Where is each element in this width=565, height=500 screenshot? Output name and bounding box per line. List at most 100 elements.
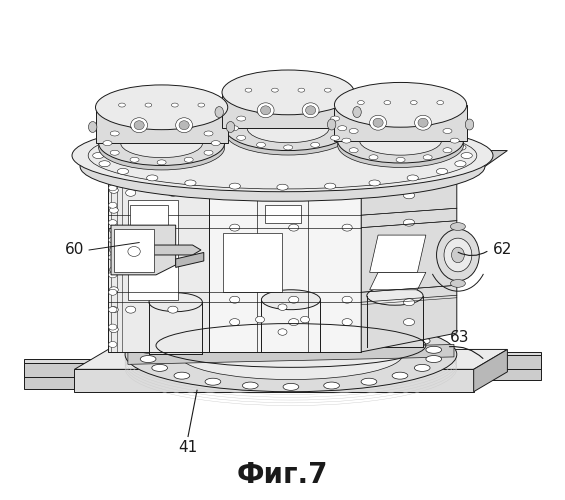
Ellipse shape [418,118,428,127]
Polygon shape [24,372,125,378]
Ellipse shape [130,158,139,162]
Ellipse shape [99,120,225,166]
Ellipse shape [245,88,252,92]
Bar [114,228,154,272]
Ellipse shape [455,160,466,166]
Ellipse shape [110,188,118,194]
Polygon shape [367,296,423,347]
Ellipse shape [361,378,377,385]
Ellipse shape [328,119,336,130]
Ellipse shape [99,144,110,150]
Ellipse shape [110,267,118,273]
Ellipse shape [311,109,320,114]
Ellipse shape [423,122,432,126]
Ellipse shape [229,122,241,128]
Ellipse shape [369,180,380,186]
Polygon shape [262,300,320,352]
Ellipse shape [229,110,347,146]
Ellipse shape [360,126,441,155]
Ellipse shape [131,118,147,132]
Ellipse shape [278,329,287,336]
Polygon shape [75,370,473,392]
Ellipse shape [185,180,196,186]
Ellipse shape [436,136,447,142]
Polygon shape [108,180,210,352]
Ellipse shape [437,229,479,281]
Ellipse shape [198,103,205,107]
Ellipse shape [168,306,178,313]
Ellipse shape [349,148,358,152]
Ellipse shape [403,318,415,326]
Polygon shape [80,150,507,166]
Polygon shape [24,360,125,366]
Polygon shape [440,367,541,380]
Text: 41: 41 [179,440,198,455]
Ellipse shape [102,125,221,161]
Ellipse shape [110,326,118,332]
Polygon shape [176,252,204,268]
Ellipse shape [334,82,467,127]
Ellipse shape [119,103,125,107]
Ellipse shape [118,168,129,174]
Ellipse shape [302,103,319,118]
Ellipse shape [242,382,258,389]
Ellipse shape [152,364,168,372]
Ellipse shape [306,106,316,115]
Ellipse shape [369,155,378,160]
Polygon shape [128,200,179,300]
Ellipse shape [247,114,329,142]
Ellipse shape [108,202,117,208]
Ellipse shape [110,150,119,155]
Ellipse shape [392,372,408,379]
Ellipse shape [341,122,460,158]
Ellipse shape [147,130,158,136]
Ellipse shape [174,372,190,379]
Ellipse shape [349,128,358,134]
Ellipse shape [436,168,447,174]
Ellipse shape [423,155,432,160]
Ellipse shape [262,290,320,310]
Ellipse shape [110,247,118,253]
Ellipse shape [110,287,118,293]
Ellipse shape [324,320,340,327]
Ellipse shape [229,126,238,130]
Ellipse shape [128,246,140,256]
Ellipse shape [229,296,240,303]
Text: Фиг.7: Фиг.7 [237,460,328,488]
Ellipse shape [451,247,464,262]
Ellipse shape [257,103,274,118]
Polygon shape [24,376,125,389]
Ellipse shape [215,106,223,118]
Ellipse shape [225,110,351,155]
Ellipse shape [277,121,288,127]
Polygon shape [222,92,354,128]
Ellipse shape [257,109,266,114]
Ellipse shape [145,103,152,107]
Ellipse shape [455,144,466,150]
Ellipse shape [108,342,117,347]
Ellipse shape [443,128,452,134]
Polygon shape [210,180,361,352]
Polygon shape [149,302,202,354]
Ellipse shape [338,118,463,163]
Ellipse shape [110,131,119,136]
Ellipse shape [407,130,418,136]
Text: 60: 60 [65,242,85,258]
Ellipse shape [229,183,241,189]
Ellipse shape [403,298,415,306]
Ellipse shape [108,185,117,191]
Ellipse shape [108,272,117,278]
Ellipse shape [289,318,299,326]
Ellipse shape [410,100,417,104]
Ellipse shape [415,116,432,130]
Ellipse shape [179,120,189,130]
Ellipse shape [222,70,354,115]
Ellipse shape [283,318,299,326]
Ellipse shape [205,378,221,385]
Ellipse shape [140,356,156,362]
Ellipse shape [444,238,472,272]
Bar [264,205,301,222]
Ellipse shape [99,160,110,166]
Ellipse shape [324,122,336,128]
Ellipse shape [108,324,117,330]
